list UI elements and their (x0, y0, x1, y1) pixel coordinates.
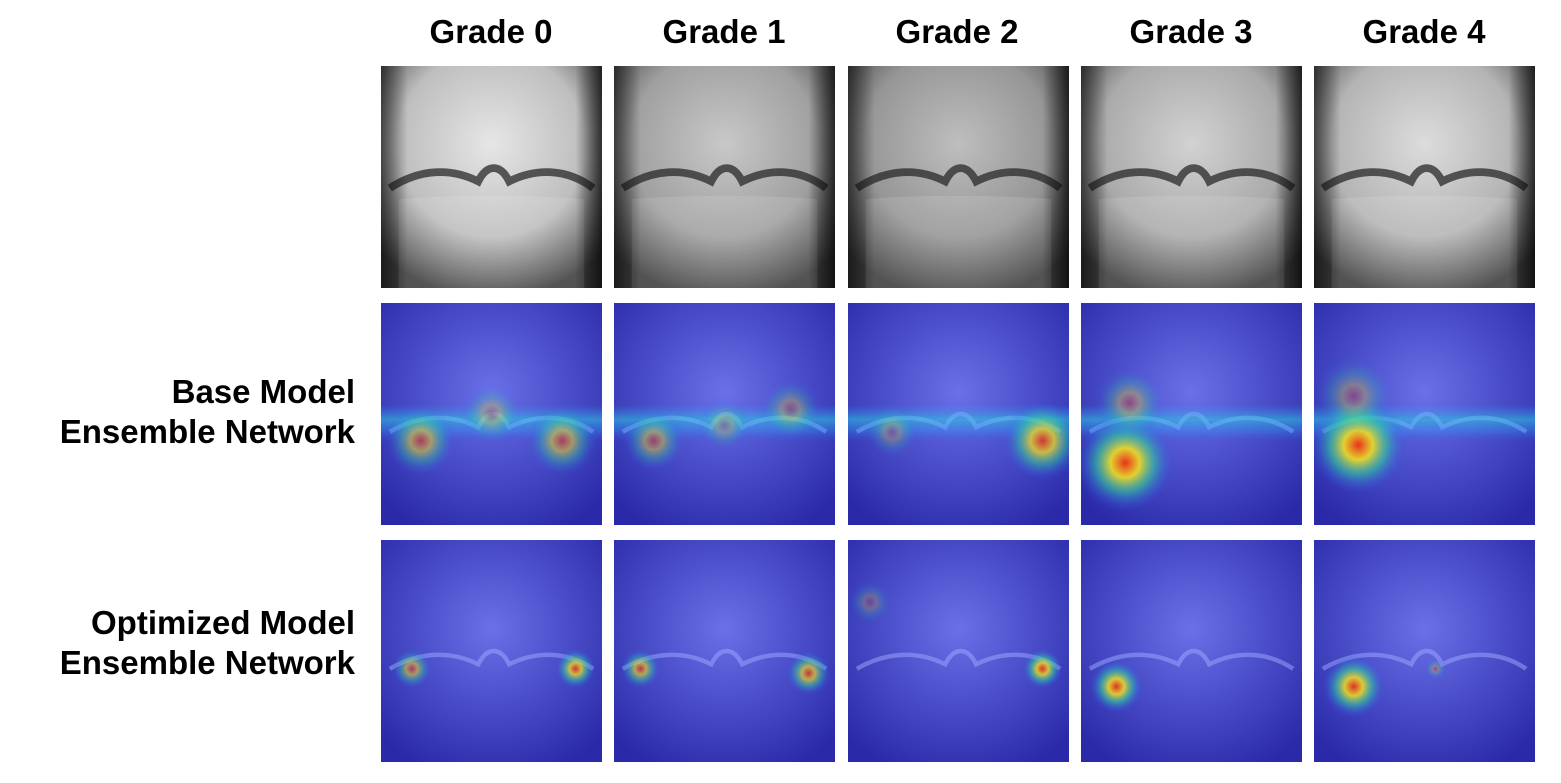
row-label-optimized-model: Optimized Model Ensemble Network (0, 603, 355, 683)
heatmap-base-image-grade-4 (1314, 303, 1535, 525)
xray-image-grade-2 (848, 66, 1069, 288)
column-header-grade-1: Grade 1 (662, 13, 786, 50)
xray-image-grade-0 (381, 66, 602, 288)
heatmap-optimized-image-grade-1 (614, 540, 835, 762)
xray-image-grade-4 (1314, 66, 1535, 288)
xray-image-grade-1 (614, 66, 835, 288)
heatmap-optimized-image-grade-4 (1314, 540, 1535, 762)
heatmap-optimized-image-grade-2 (848, 540, 1069, 762)
column-header-grade-0: Grade 0 (429, 13, 553, 50)
column-header-grade-4: Grade 4 (1362, 13, 1486, 50)
column-header-grade-3: Grade 3 (1129, 13, 1253, 50)
row-label-line-2: Ensemble Network (59, 413, 355, 450)
heatmap-base-image-grade-1 (614, 303, 835, 525)
heatmap-base-image-grade-3 (1081, 303, 1302, 525)
column-header-grade-2: Grade 2 (895, 13, 1019, 50)
row-label-line-2: Ensemble Network (59, 644, 355, 681)
xray-image-grade-3 (1081, 66, 1302, 288)
heatmap-optimized-image-grade-3 (1081, 540, 1302, 762)
row-label-line-1: Optimized Model (91, 604, 355, 641)
heatmap-base-image-grade-0 (381, 303, 602, 525)
heatmap-base-image-grade-2 (848, 303, 1069, 525)
row-label-base-model: Base Model Ensemble Network (0, 372, 355, 452)
row-label-line-1: Base Model (171, 373, 355, 410)
heatmap-optimized-image-grade-0 (381, 540, 602, 762)
